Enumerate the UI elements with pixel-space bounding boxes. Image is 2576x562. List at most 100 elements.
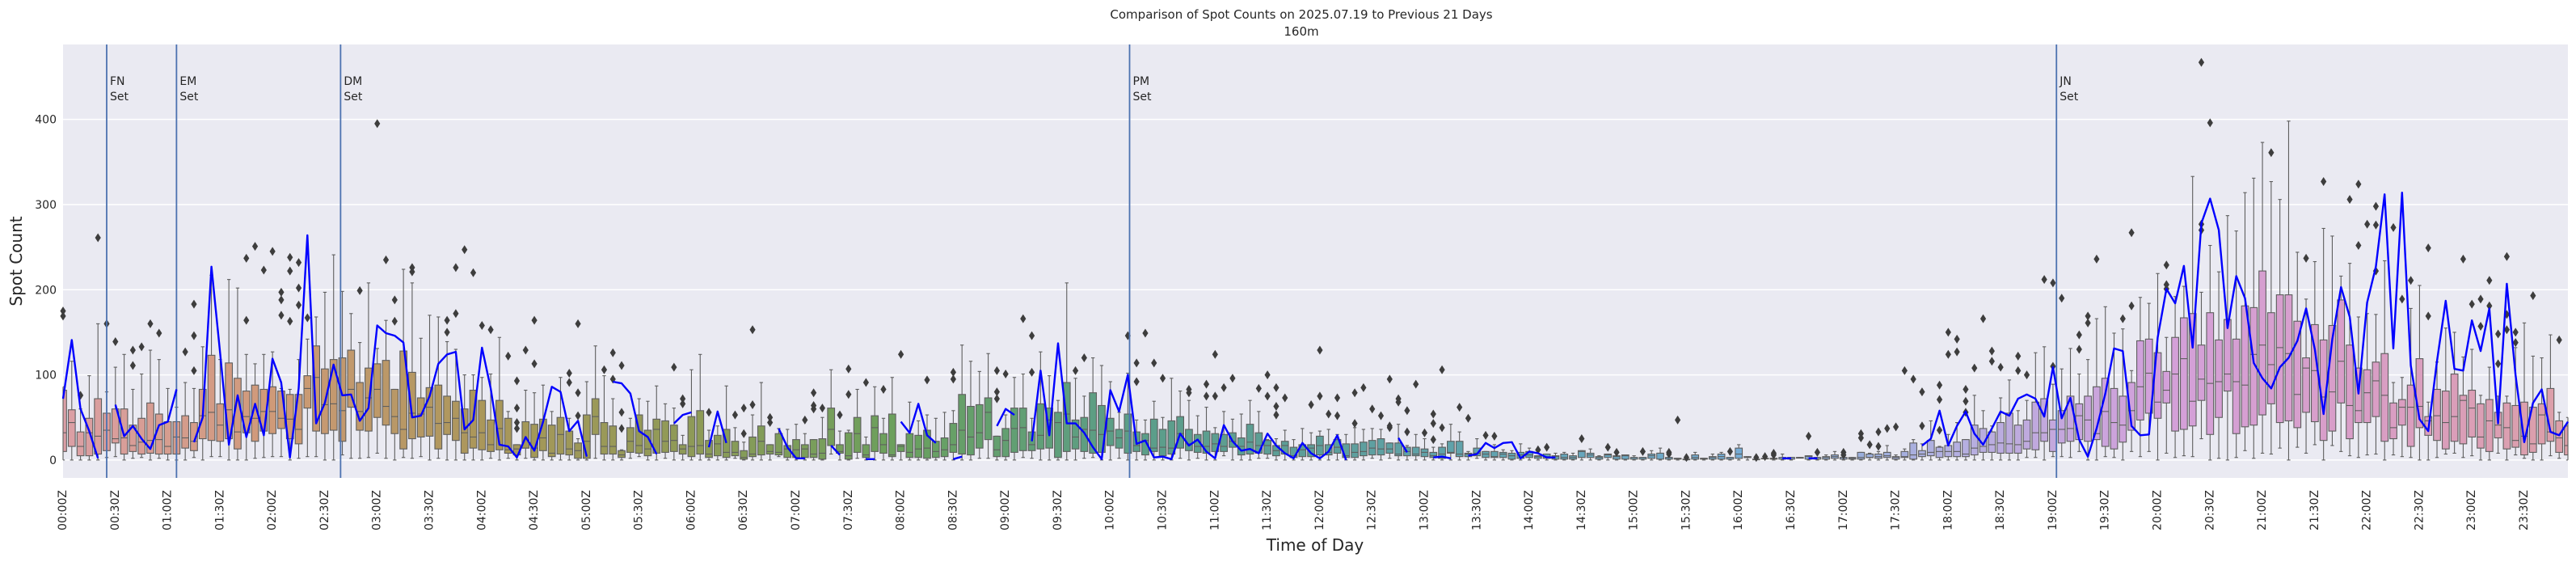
chart-subtitle: 160m bbox=[1284, 24, 1318, 39]
outlier-point bbox=[2085, 318, 2091, 327]
outlier-point bbox=[278, 311, 285, 320]
x-tick-label: 18:00Z bbox=[1941, 490, 1954, 530]
box-280 bbox=[2502, 395, 2511, 461]
box-iqr bbox=[1185, 429, 1193, 451]
box-iqr bbox=[765, 444, 774, 455]
box-264 bbox=[2363, 313, 2372, 456]
outlier-point bbox=[1884, 424, 1891, 433]
outlier-point bbox=[1317, 345, 1323, 355]
box-iqr bbox=[879, 433, 887, 454]
box-261 bbox=[2337, 275, 2346, 452]
today-line-segment bbox=[996, 408, 1015, 427]
box-206 bbox=[1857, 451, 1866, 461]
outlier-point bbox=[112, 337, 119, 347]
outlier-point bbox=[304, 313, 310, 323]
box-iqr bbox=[1167, 420, 1176, 455]
outlier-point bbox=[531, 359, 538, 369]
outlier-point bbox=[1264, 391, 1271, 401]
box-iqr bbox=[67, 409, 76, 447]
box-203 bbox=[1831, 450, 1839, 461]
outlier-point bbox=[1351, 419, 1358, 429]
outlier-point bbox=[1761, 452, 1769, 462]
box-iqr bbox=[2127, 382, 2135, 431]
box-45 bbox=[452, 349, 460, 461]
box-iqr bbox=[2468, 389, 2477, 438]
box-iqr bbox=[600, 422, 609, 455]
box-iqr bbox=[312, 345, 321, 432]
box-275 bbox=[2459, 356, 2468, 458]
chart-title: Comparison of Spot Counts on 2025.07.19 … bbox=[1110, 7, 1492, 22]
outlier-point bbox=[1639, 446, 1646, 456]
box-iqr bbox=[583, 414, 591, 459]
box-iqr bbox=[2232, 338, 2241, 434]
box-iqr bbox=[2328, 324, 2337, 432]
box-98 bbox=[914, 420, 923, 461]
box-iqr bbox=[1735, 447, 1743, 459]
box-iqr bbox=[1577, 450, 1586, 458]
box-149 bbox=[1360, 429, 1368, 461]
outlier-point bbox=[453, 309, 459, 319]
x-tick-label: 18:30Z bbox=[1994, 490, 2007, 530]
box-iqr bbox=[2022, 419, 2031, 450]
box-iqr bbox=[1394, 442, 1402, 457]
box-iqr bbox=[1882, 451, 1891, 458]
event-markers: FN Set EM Set DM Set PM Set JN Set bbox=[106, 44, 2079, 478]
box-iqr bbox=[1621, 454, 1629, 460]
box-iqr bbox=[1473, 447, 1482, 457]
box-65 bbox=[626, 417, 635, 459]
box-iqr bbox=[2477, 403, 2485, 449]
box-iqr bbox=[356, 382, 364, 431]
outlier-point bbox=[260, 265, 267, 275]
outlier-point bbox=[156, 328, 162, 338]
box-262 bbox=[2346, 263, 2354, 457]
box-251 bbox=[2249, 177, 2258, 459]
box-iqr bbox=[2206, 312, 2215, 435]
outlier-point bbox=[1439, 365, 1445, 374]
outlier-point bbox=[740, 429, 747, 438]
outlier-point bbox=[1901, 366, 1908, 375]
box-118 bbox=[1089, 357, 1098, 458]
outlier-point bbox=[522, 345, 529, 355]
box-iqr bbox=[618, 450, 626, 458]
box-95 bbox=[887, 377, 896, 461]
box-176 bbox=[1595, 455, 1604, 461]
box-64 bbox=[618, 449, 626, 461]
today-line-segment bbox=[1921, 192, 2570, 458]
outlier-point bbox=[1386, 374, 1393, 384]
outlier-point bbox=[1273, 402, 1280, 412]
box-iqr bbox=[1996, 422, 2005, 454]
box-iqr bbox=[1149, 418, 1158, 452]
box-iqr bbox=[1962, 439, 1970, 458]
box-iqr bbox=[2171, 336, 2179, 432]
outlier-point bbox=[1988, 346, 1995, 356]
box-iqr bbox=[338, 357, 347, 442]
box-76 bbox=[722, 385, 731, 461]
outlier-point bbox=[1028, 331, 1035, 340]
outlier-point bbox=[1604, 442, 1611, 452]
box-246 bbox=[2206, 244, 2215, 461]
x-tick-label: 20:00Z bbox=[2152, 490, 2165, 530]
box-227 bbox=[2040, 346, 2048, 461]
outlier-point bbox=[1377, 411, 1385, 420]
box-iqr bbox=[382, 360, 390, 426]
outlier-point bbox=[2050, 278, 2056, 288]
box-188 bbox=[1700, 458, 1708, 461]
outlier-point bbox=[706, 408, 712, 417]
box-243 bbox=[2180, 285, 2188, 457]
outlier-point bbox=[1430, 409, 1436, 419]
x-tick-label: 11:00Z bbox=[1208, 490, 1221, 530]
box-104 bbox=[967, 361, 975, 461]
box-138 bbox=[1263, 439, 1271, 459]
outlier-point bbox=[462, 245, 468, 255]
outlier-point bbox=[566, 378, 572, 387]
outlier-point bbox=[1334, 393, 1341, 403]
box-iqr bbox=[146, 402, 154, 454]
outlier-point bbox=[2015, 366, 2022, 375]
outlier-point bbox=[2023, 370, 2030, 380]
box-1 bbox=[67, 361, 76, 461]
box-158 bbox=[1438, 443, 1446, 461]
outlier-point bbox=[1805, 431, 1812, 441]
box-iqr bbox=[800, 444, 809, 458]
outlier-point bbox=[129, 361, 136, 370]
